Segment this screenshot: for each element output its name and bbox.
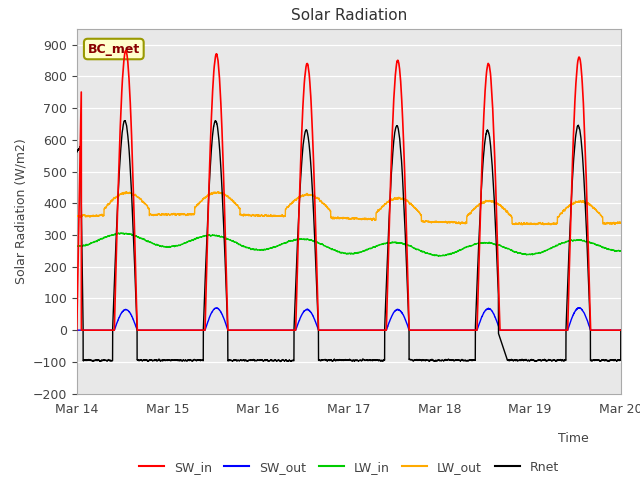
Text: BC_met: BC_met — [88, 43, 140, 56]
Y-axis label: Solar Radiation (W/m2): Solar Radiation (W/m2) — [14, 138, 27, 284]
Title: Solar Radiation: Solar Radiation — [291, 9, 407, 24]
Legend: SW_in, SW_out, LW_in, LW_out, Rnet: SW_in, SW_out, LW_in, LW_out, Rnet — [134, 456, 564, 479]
Text: Time: Time — [558, 432, 589, 444]
